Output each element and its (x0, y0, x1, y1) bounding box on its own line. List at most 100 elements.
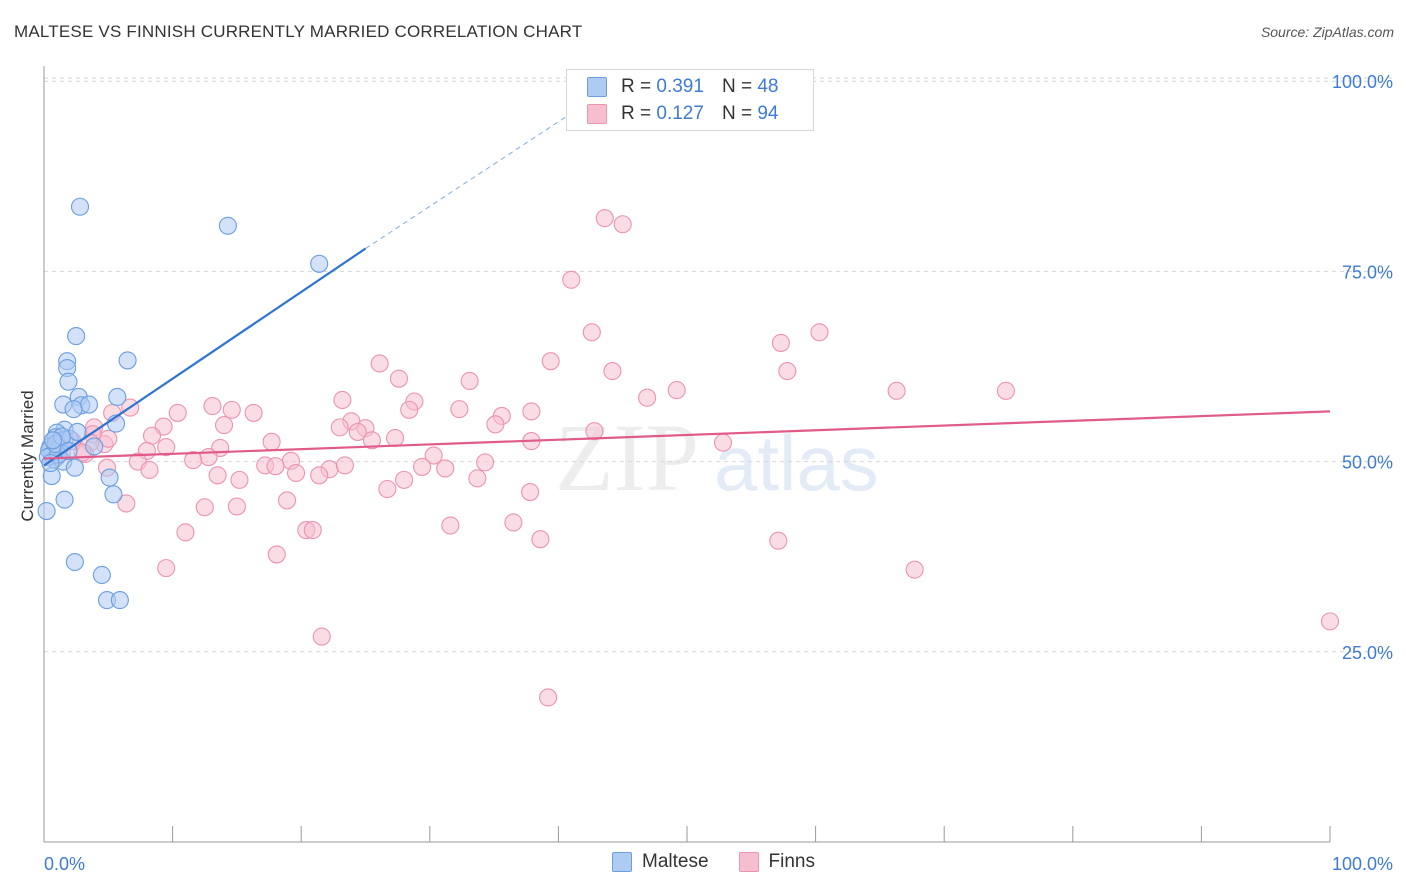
finns-point (486, 415, 505, 434)
finns-point (595, 209, 614, 228)
finns-point (310, 466, 329, 485)
maltese-point (85, 437, 104, 456)
legend-r-label: R = (621, 103, 652, 124)
finns-point (887, 381, 906, 400)
finns-point (386, 428, 405, 448)
finns-point (227, 497, 246, 516)
finns-point (230, 470, 249, 489)
finns-point (244, 403, 263, 422)
legend-n-value: 94 (757, 103, 779, 124)
finns-swatch (587, 104, 607, 124)
finns-point (413, 457, 432, 476)
maltese-point (110, 591, 129, 610)
finns-point (582, 323, 601, 342)
maltese-point (218, 216, 237, 235)
finns-point (667, 381, 686, 400)
finns-point (585, 422, 604, 441)
legend-r-value: 0.127 (656, 103, 704, 124)
finns-point (441, 516, 460, 535)
maltese-point (68, 422, 87, 441)
finns-point (348, 422, 367, 441)
finns-point (195, 498, 214, 517)
y-tick-label: 100.0% (1332, 72, 1393, 92)
legend-n-label: N = (721, 103, 753, 124)
legend-row-finns: R = 0.127 N = 94 (587, 102, 778, 126)
finns-point (522, 402, 541, 421)
maltese-points (37, 197, 329, 610)
maltese-point (104, 485, 123, 504)
finns-point (769, 531, 788, 550)
series-legend: Maltese Finns (612, 851, 845, 873)
y-tick-label: 50.0% (1342, 453, 1393, 473)
finns-point (468, 469, 487, 488)
finns-trend-line (43, 410, 1331, 460)
finns-point (312, 627, 331, 646)
finns-point (222, 400, 241, 419)
watermark-zip: ZIP (555, 404, 699, 511)
maltese-point (64, 400, 83, 419)
finns-point (184, 451, 203, 470)
finns-point (810, 323, 829, 342)
maltese-point (65, 458, 84, 477)
y-tick-labels: 25.0% 50.0% 75.0% 100.0% (1332, 72, 1393, 663)
maltese-point (100, 468, 119, 487)
finns-point (157, 438, 176, 457)
finns-point (521, 482, 540, 502)
maltese-point (118, 351, 137, 370)
finns-swatch (738, 852, 759, 872)
trend-lines (43, 96, 1331, 467)
finns-point (460, 371, 479, 391)
legend-row-maltese: R = 0.391 N = 48 (587, 75, 778, 99)
maltese-trend-line (43, 247, 367, 467)
finns-point (157, 559, 176, 578)
finns-point (335, 456, 354, 475)
chart-title: MALTESE VS FINNISH CURRENTLY MARRIED COR… (14, 22, 583, 41)
finns-point (176, 523, 195, 542)
legend-item-finns[interactable]: Finns (738, 851, 815, 873)
finns-point (333, 390, 352, 410)
finns-point (370, 354, 389, 373)
finns-point (400, 400, 419, 419)
maltese-point (43, 431, 63, 450)
finns-point (638, 388, 657, 407)
finns-point (266, 457, 285, 476)
finns-points (47, 209, 1340, 707)
finns-point (278, 491, 297, 510)
y-tick-label: 75.0% (1342, 262, 1393, 282)
finns-point (330, 418, 349, 437)
x-tick-label-min: 0.0% (44, 854, 85, 874)
source-label: Source: ZipAtlas.com (1260, 24, 1394, 40)
legend-r-label: R = (621, 76, 652, 97)
finns-point (267, 545, 286, 564)
finns-point (541, 352, 560, 371)
maltese-swatch (612, 852, 632, 872)
maltese-point (67, 327, 86, 346)
legend-n-value: 48 (757, 76, 779, 97)
y-axis-label: Currently Married (18, 390, 37, 522)
finns-point (214, 416, 234, 435)
finns-point (287, 463, 306, 483)
finns-point (531, 530, 550, 549)
legend-label-maltese: Maltese (642, 851, 709, 872)
maltese-swatch (587, 77, 607, 97)
finns-point (778, 362, 797, 381)
finns-point (424, 446, 443, 465)
legend-r-value: 0.391 (656, 76, 704, 97)
finns-point (450, 400, 469, 419)
y-tick-label: 25.0% (1342, 643, 1393, 663)
finns-point (303, 521, 322, 540)
legend-item-maltese[interactable]: Maltese (612, 851, 709, 873)
maltese-point (37, 502, 56, 521)
finns-point (208, 466, 227, 485)
finns-point (905, 560, 924, 579)
finns-point (603, 362, 622, 381)
finns-point (140, 460, 159, 480)
finns-point (1320, 612, 1340, 631)
maltese-point (55, 490, 74, 509)
finns-point (771, 333, 790, 352)
finns-point (117, 494, 136, 513)
finns-point (539, 688, 558, 707)
finns-point (199, 447, 218, 467)
finns-point (99, 429, 118, 448)
